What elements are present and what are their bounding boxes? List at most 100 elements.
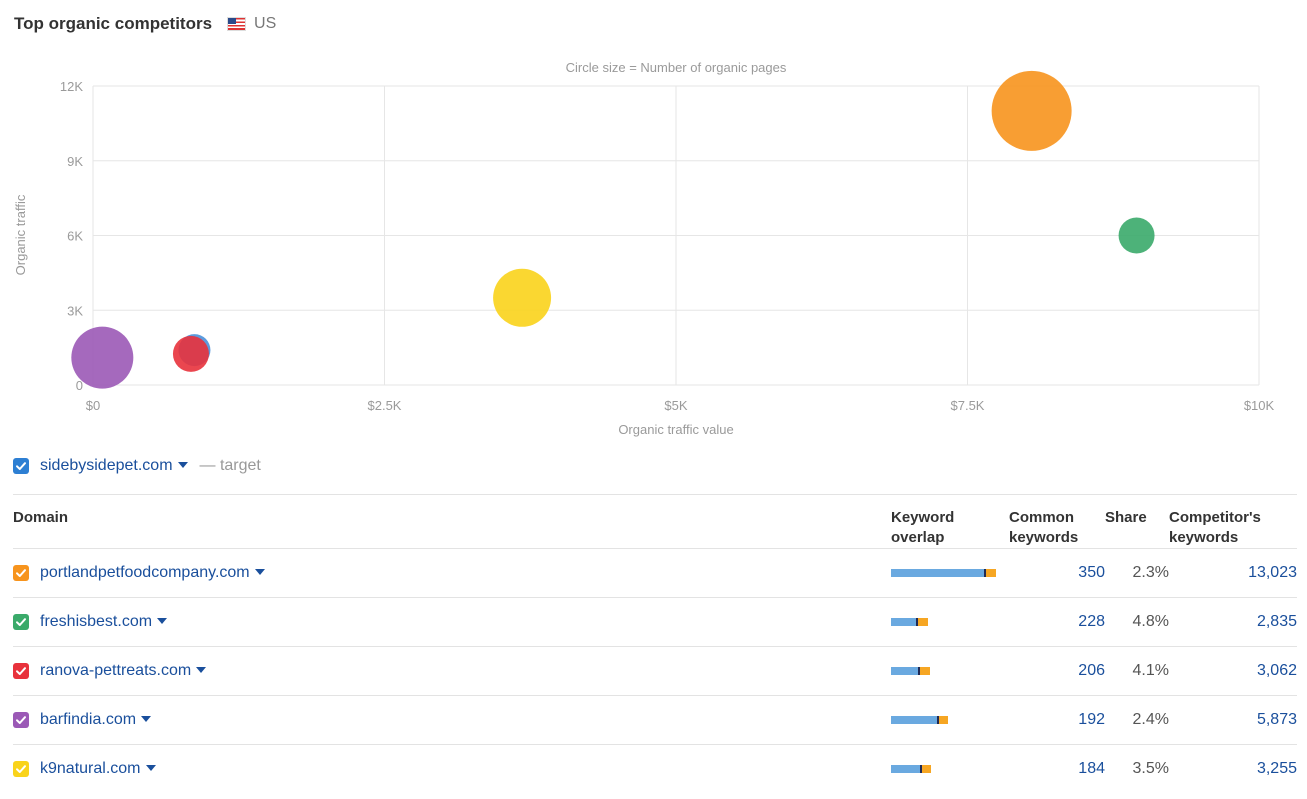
chart-subtitle: Circle size = Number of organic pages bbox=[566, 60, 787, 75]
keyword-overlap-bar[interactable] bbox=[891, 667, 1009, 675]
row-checkbox[interactable] bbox=[13, 614, 29, 630]
header-keyword-overlap-line1: Keyword bbox=[891, 509, 955, 526]
y-tick-label: 3K bbox=[67, 303, 83, 318]
share-value: 3.5% bbox=[1105, 744, 1169, 794]
bubble-portlandpetfoodcompany-com[interactable] bbox=[991, 70, 1072, 151]
row-checkbox[interactable] bbox=[13, 663, 29, 679]
competitor-keywords-value[interactable]: 13,023 bbox=[1169, 548, 1297, 598]
x-axis-ticks: $0 $2.5K $5K $7.5K $10K bbox=[86, 398, 1275, 413]
overlap-target-segment bbox=[891, 569, 984, 577]
y-tick-label: 12K bbox=[60, 79, 83, 94]
chart-bubbles bbox=[71, 70, 1155, 389]
table-row: k9natural.com 184 3.5% 3,255 bbox=[13, 744, 1297, 794]
header-keyword-overlap[interactable]: Keyword overlap bbox=[891, 494, 1009, 549]
y-axis-label: Organic traffic bbox=[13, 194, 28, 275]
keyword-overlap-bar[interactable] bbox=[891, 618, 1009, 626]
header-common-line2: keywords bbox=[1009, 529, 1079, 546]
overlap-target-segment bbox=[891, 765, 920, 774]
header-share[interactable]: Share bbox=[1105, 494, 1169, 549]
x-axis-label: Organic traffic value bbox=[618, 422, 733, 437]
common-keywords-value[interactable]: 206 bbox=[1009, 646, 1105, 696]
common-keywords-value[interactable]: 350 bbox=[1009, 548, 1105, 598]
competitor-domain-link[interactable]: freshisbest.com bbox=[40, 613, 153, 630]
overlap-common-marker bbox=[918, 667, 921, 675]
common-keywords-value[interactable]: 184 bbox=[1009, 744, 1105, 794]
chevron-down-icon[interactable] bbox=[145, 765, 156, 772]
check-icon bbox=[16, 765, 26, 774]
competitor-keywords-value[interactable]: 3,062 bbox=[1169, 646, 1297, 696]
widget-title: Top organic competitors bbox=[14, 14, 213, 33]
keyword-overlap-bar[interactable] bbox=[891, 716, 1009, 724]
header-competitor-keywords[interactable]: Competitor's keywords bbox=[1169, 494, 1297, 549]
overlap-common-marker bbox=[937, 716, 939, 724]
widget-header: Top organic competitors US bbox=[14, 12, 276, 36]
competitor-keywords-value[interactable]: 3,255 bbox=[1169, 744, 1297, 794]
competitor-keywords-value[interactable]: 5,873 bbox=[1169, 695, 1297, 745]
keyword-overlap-cell bbox=[891, 597, 1009, 647]
y-axis-ticks: 0 3K 6K 9K 12K bbox=[60, 79, 83, 393]
target-domain-link[interactable]: sidebysidepet.com bbox=[40, 457, 173, 474]
keyword-overlap-cell bbox=[891, 744, 1009, 794]
common-keywords-value[interactable]: 228 bbox=[1009, 597, 1105, 647]
competitor-domain-link[interactable]: barfindia.com bbox=[40, 711, 137, 728]
row-checkbox[interactable] bbox=[13, 712, 29, 728]
target-label: — target bbox=[199, 457, 261, 474]
competitor-domain-link[interactable]: k9natural.com bbox=[40, 760, 141, 778]
competitor-domain-link[interactable]: ranova-pettreats.com bbox=[40, 662, 192, 679]
x-tick-label: $0 bbox=[86, 398, 100, 413]
bubble-freshisbest-com[interactable] bbox=[1118, 217, 1155, 254]
overlap-common-segment bbox=[918, 618, 928, 626]
overlap-common-marker bbox=[983, 569, 986, 577]
bubble-ranova-pettreats-com[interactable] bbox=[172, 335, 209, 372]
y-tick-label: 9K bbox=[67, 154, 83, 169]
keyword-overlap-cell bbox=[891, 646, 1009, 696]
share-value: 2.4% bbox=[1105, 695, 1169, 745]
check-icon bbox=[16, 569, 26, 577]
check-icon bbox=[16, 716, 26, 724]
bubble-k9natural-com[interactable] bbox=[493, 268, 552, 327]
chevron-down-icon[interactable] bbox=[157, 618, 168, 624]
header-common-keywords[interactable]: Common keywords bbox=[1009, 494, 1105, 549]
chevron-down-icon[interactable] bbox=[196, 667, 207, 673]
overlap-common-segment bbox=[921, 765, 931, 774]
competitors-table: Domain Keyword overlap Common keywords S… bbox=[13, 494, 1297, 794]
chevron-down-icon[interactable] bbox=[254, 569, 265, 575]
chevron-down-icon[interactable] bbox=[141, 716, 152, 722]
header-competitor-line1: Competitor's bbox=[1169, 509, 1261, 526]
row-checkbox[interactable] bbox=[13, 565, 29, 581]
table-row: portlandpetfoodcompany.com 350 2.3% 13,023 bbox=[13, 548, 1297, 598]
table-row: freshisbest.com 228 4.8% 2,835 bbox=[13, 597, 1297, 647]
header-domain[interactable]: Domain bbox=[13, 494, 891, 549]
share-value: 4.8% bbox=[1105, 597, 1169, 647]
overlap-common-segment bbox=[985, 569, 997, 577]
header-keyword-overlap-line2: overlap bbox=[891, 529, 945, 546]
header-competitor-line2: keywords bbox=[1169, 529, 1239, 546]
target-domain-row: sidebysidepet.com — target bbox=[13, 454, 261, 478]
domain-cell: portlandpetfoodcompany.com bbox=[13, 548, 891, 598]
share-value: 2.3% bbox=[1105, 548, 1169, 598]
keyword-overlap-bar[interactable] bbox=[891, 569, 1009, 577]
y-tick-label: 6K bbox=[67, 229, 83, 244]
domain-cell: ranova-pettreats.com bbox=[13, 646, 891, 696]
bubble-barfindia-com[interactable] bbox=[71, 326, 134, 389]
table-header-row: Domain Keyword overlap Common keywords S… bbox=[13, 494, 1297, 549]
chevron-down-icon[interactable] bbox=[177, 462, 188, 468]
overlap-target-segment bbox=[891, 716, 937, 724]
table-row: ranova-pettreats.com 206 4.1% 3,062 bbox=[13, 646, 1297, 696]
share-value: 4.1% bbox=[1105, 646, 1169, 696]
competitor-domain-link[interactable]: portlandpetfoodcompany.com bbox=[40, 564, 250, 581]
keyword-overlap-cell bbox=[891, 548, 1009, 598]
keyword-overlap-bar[interactable] bbox=[891, 765, 1009, 774]
competitor-keywords-value[interactable]: 2,835 bbox=[1169, 597, 1297, 647]
y-tick-label: 0 bbox=[76, 378, 83, 393]
keyword-overlap-cell bbox=[891, 695, 1009, 745]
target-checkbox[interactable] bbox=[13, 458, 29, 474]
header-common-line1: Common bbox=[1009, 509, 1074, 526]
table-row: barfindia.com 192 2.4% 5,873 bbox=[13, 695, 1297, 745]
check-icon bbox=[16, 618, 26, 626]
overlap-common-segment bbox=[920, 667, 930, 675]
common-keywords-value[interactable]: 192 bbox=[1009, 695, 1105, 745]
check-icon bbox=[16, 667, 26, 675]
row-checkbox[interactable] bbox=[13, 761, 29, 778]
chart-grid bbox=[92, 85, 1260, 386]
